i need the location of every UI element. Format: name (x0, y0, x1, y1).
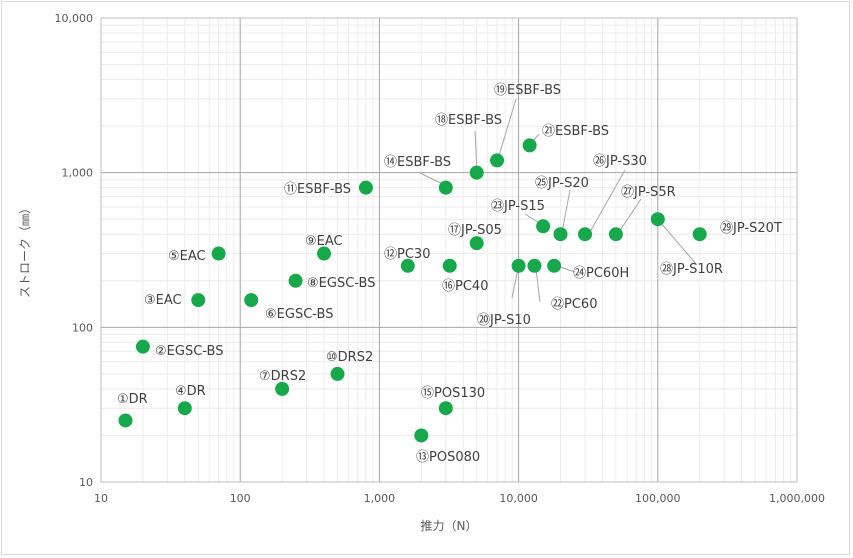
x-tick-label: 1,000,000 (769, 492, 825, 505)
data-label: ㉓JP-S15 (491, 199, 545, 214)
y-tick-label: 1,000 (62, 167, 94, 180)
leader-line (474, 130, 478, 172)
data-point (135, 339, 150, 354)
data-label: ㉔PC60H (573, 266, 629, 281)
data-label: ㉗JP-S5R (621, 185, 676, 200)
data-point (522, 138, 537, 153)
data-point (469, 165, 484, 180)
data-point (414, 428, 429, 443)
data-point (608, 227, 623, 242)
x-tick-label: 10 (94, 492, 108, 505)
data-point (330, 366, 345, 381)
data-point (358, 180, 373, 195)
y-axis-title: ストローク（㎜） (18, 202, 32, 298)
minor-gridlines (101, 18, 797, 482)
data-label: ⑪ESBF-BS (284, 182, 351, 197)
data-label: ③EAC (144, 293, 182, 308)
data-label: ⑩DRS2 (326, 350, 373, 365)
data-point (275, 381, 290, 396)
data-point (438, 401, 453, 416)
leader-line (618, 198, 642, 233)
data-point (547, 258, 562, 273)
y-tick-label: 100 (72, 321, 93, 334)
data-label: ④DR (175, 384, 206, 399)
data-point (692, 227, 707, 242)
x-tick-label: 100,000 (635, 492, 681, 505)
data-label: ②EGSC-BS (155, 344, 223, 359)
y-axis-ticks: 10 100 1,000 10,000 (55, 12, 94, 489)
data-label: ㉑ESBF-BS (542, 124, 609, 139)
data-label: ⑮POS130 (421, 386, 485, 401)
data-point (177, 401, 192, 416)
data-point (438, 180, 453, 195)
leader-line (561, 189, 571, 233)
data-point (553, 227, 568, 242)
data-point (536, 219, 551, 234)
x-axis-ticks: 10 100 1,000 10,000 100,000 1,000,000 (94, 492, 825, 505)
x-tick-label: 1,000 (364, 492, 396, 505)
data-point (118, 413, 133, 428)
data-label: ㉘JP-S10R (660, 262, 723, 277)
data-point (527, 258, 542, 273)
leader-line (589, 169, 626, 233)
data-label: ㉙JP-S20T (720, 221, 782, 236)
data-labels: ①DR ②EGSC-BS ③EAC ④DR ⑤EAC ⑥EGSC-BS ⑦DRS2 ⑧EGSC… (117, 83, 782, 465)
data-point (490, 153, 505, 168)
plot-border (100, 17, 798, 483)
data-point (244, 293, 259, 308)
x-tick-label: 10,000 (499, 492, 538, 505)
data-point (211, 246, 226, 261)
data-label: ⑧EGSC-BS (307, 276, 375, 291)
data-label: ㉒PC60 (551, 297, 597, 312)
data-label: ⑥EGSC-BS (265, 307, 333, 322)
data-point (578, 227, 593, 242)
data-label: ①DR (117, 392, 148, 407)
data-label: ⑯PC40 (442, 279, 488, 294)
data-point (650, 212, 665, 227)
data-point (191, 293, 206, 308)
data-label: ⑨EAC (305, 234, 343, 249)
leader-line (511, 268, 519, 299)
data-point (400, 258, 415, 273)
data-label: ⑬POS080 (416, 450, 480, 465)
data-point (442, 258, 457, 273)
data-label: ⑳JP-S10 (477, 313, 531, 328)
x-tick-label: 100 (230, 492, 251, 505)
data-point (317, 246, 332, 261)
y-tick-label: 10 (79, 476, 93, 489)
data-label: ㉕JP-S20 (535, 176, 589, 191)
data-label: ⑫PC30 (384, 247, 430, 262)
leader-line (659, 221, 698, 266)
data-label: ⑦DRS2 (259, 369, 306, 384)
data-point (469, 236, 484, 251)
data-point (511, 258, 526, 273)
leader-line (535, 268, 541, 303)
data-label: ⑲ESBF-BS (494, 83, 561, 98)
data-label: ⑭ESBF-BS (384, 155, 451, 170)
x-axis-title: 推力（N） (421, 519, 478, 533)
data-point (288, 273, 303, 288)
data-label: ⑤EAC (168, 249, 206, 264)
data-label: ⑰JP-S05 (448, 223, 502, 238)
data-label: ⑱ESBF-BS (435, 113, 502, 128)
data-label: ㉖JP-S30 (593, 154, 647, 169)
leader-line (497, 98, 517, 160)
data-points (118, 138, 707, 443)
y-tick-label: 10,000 (55, 12, 94, 25)
